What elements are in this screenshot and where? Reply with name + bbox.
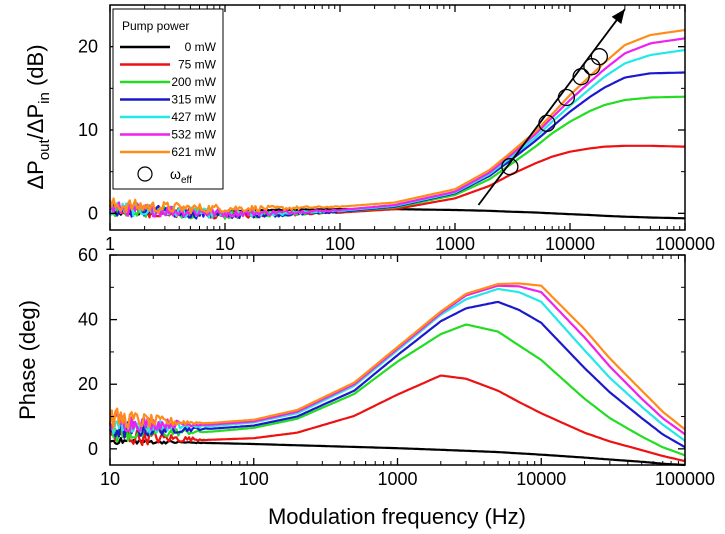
series-line-75-mW	[108, 374, 686, 463]
x-tick-label: 10	[100, 469, 120, 489]
bottom-y-axis-label: Phase (deg)	[15, 300, 40, 420]
omega-subscript: eff	[181, 175, 192, 186]
x-tick-label: 10000	[516, 469, 566, 489]
series-line-315-mW	[108, 300, 686, 449]
omega-eff-marker	[590, 48, 609, 66]
legend-marker-omega-eff	[137, 166, 153, 182]
x-tick-label: 100	[325, 234, 355, 254]
y-tick-label: 0	[88, 439, 98, 459]
top-y-axis-label: ΔPout/ΔPin (dB)	[23, 44, 53, 189]
legend: Pump power 0 mW 75 mW 200 mW 315 mW 427 mW 53…	[112, 8, 224, 190]
ylabel-part-sub2: in	[36, 92, 53, 104]
arrow-head	[611, 9, 625, 24]
bottom-ticks: 10 100 1000 10000 100000 0 20 40 60	[78, 245, 715, 489]
x-tick-label: 10	[215, 234, 235, 254]
x-tick-label: 1	[105, 234, 115, 254]
ylabel-part-tail: (dB)	[23, 44, 48, 92]
legend-label: 532 mW	[171, 128, 216, 142]
series-line-532-mW	[108, 37, 686, 218]
y-tick-label: 20	[78, 37, 98, 57]
legend-title: Pump power	[122, 19, 189, 33]
y-tick-label: 10	[78, 120, 98, 140]
series-line-0-mW	[109, 437, 686, 467]
legend-label: 315 mW	[171, 93, 216, 107]
y-tick-label: 60	[78, 245, 98, 265]
legend-label: 427 mW	[171, 110, 216, 124]
y-tick-label: 40	[78, 310, 98, 330]
series-line-200-mW	[108, 323, 686, 457]
trend-arrow	[477, 8, 626, 206]
x-axis-label: Modulation frequency (Hz)	[268, 504, 526, 529]
y-tick-label: 0	[88, 203, 98, 223]
omega-eff-marker	[501, 158, 519, 176]
legend-label: 75 mW	[178, 58, 217, 72]
legend-label: 0 mW	[185, 40, 217, 54]
x-tick-label: 1000	[377, 469, 417, 489]
omega-eff-marker	[572, 68, 590, 86]
ylabel-part-sub1: out	[36, 138, 53, 160]
arrow-shaft	[477, 8, 626, 206]
legend-items: 0 mW 75 mW 200 mW 315 mW 427 mW 532 mW 621 mW	[120, 40, 217, 159]
omega-symbol: ω	[170, 166, 181, 182]
ylabel-part-main: ΔP	[23, 160, 48, 189]
series-line-427-mW	[109, 287, 686, 442]
legend-label: 621 mW	[171, 145, 216, 159]
top-plot-frame	[109, 4, 686, 231]
series-line-532-mW	[109, 284, 686, 436]
ylabel-part-mid: /ΔP	[23, 104, 48, 139]
top-panel: 1 10 100 1000 10000 100000 0 10 20 Pump power 0 …	[23, 4, 715, 254]
x-tick-label: 100	[239, 469, 269, 489]
bottom-plot-frame	[109, 254, 686, 466]
legend-label-omega-eff: ωeff	[170, 166, 192, 186]
bottom-series-group	[108, 282, 686, 467]
y-tick-label: 20	[78, 374, 98, 394]
top-series-group	[108, 28, 686, 220]
top-ticks: 1 10 100 1000 10000 100000 0 10 20	[78, 5, 715, 254]
legend-label: 200 mW	[171, 75, 216, 89]
x-tick-label: 100000	[655, 469, 715, 489]
series-line-621-mW	[108, 282, 686, 431]
x-tick-label: 10000	[545, 234, 595, 254]
x-tick-label: 100000	[655, 234, 715, 254]
x-tick-label: 1000	[435, 234, 475, 254]
